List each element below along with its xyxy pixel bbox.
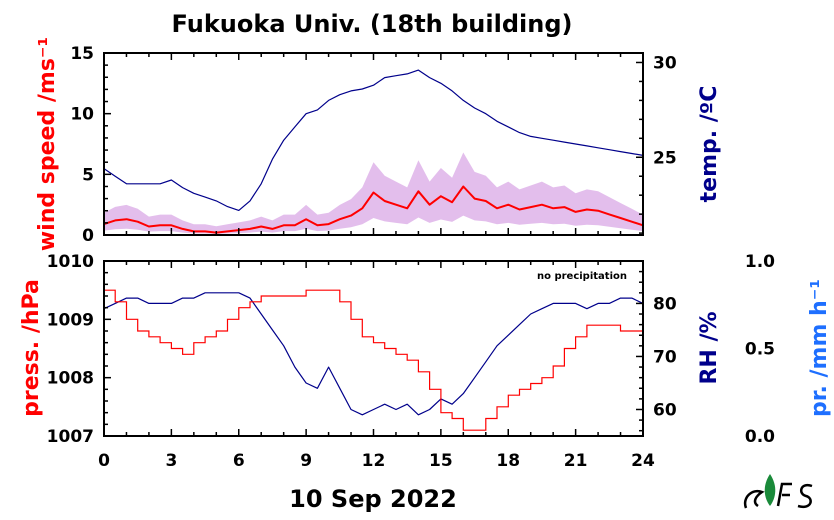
x-tick-label: 18 — [496, 451, 520, 471]
top-panel: 0 5 10 15 25 30 wind speed /ms⁻¹ temp. /ºC — [35, 37, 722, 251]
precip-axis-label: pr. /mm h⁻¹ — [807, 279, 832, 417]
temperature-line — [103, 69, 644, 211]
x-tick-label: 12 — [362, 451, 386, 471]
pressure-axis-label: press. /hPa — [19, 279, 44, 417]
temp-y-tick-label: 25 — [653, 148, 677, 168]
top-x-ticks — [103, 53, 644, 235]
bottom-plot-area — [103, 289, 644, 431]
logo-letters — [776, 482, 813, 509]
logo-leaf-icon — [764, 474, 776, 506]
precip-y-tick-label: 0.0 — [745, 427, 775, 447]
no-precipitation-note: no precipitation — [537, 271, 627, 282]
x-tick-label: 0 — [98, 451, 110, 471]
x-tick-label: 15 — [429, 451, 453, 471]
pressure-y-tick-label: 1007 — [47, 427, 94, 447]
x-tick-labels: 0 3 6 9 12 15 18 21 24 — [98, 451, 655, 471]
precip-y-tick-label: 0.5 — [745, 340, 775, 360]
temp-y-tick-label: 30 — [653, 53, 677, 73]
wind-axis-ticks: 0 5 10 15 — [70, 44, 111, 246]
pressure-line — [104, 289, 644, 431]
pressure-y-tick-label: 1010 — [47, 252, 94, 272]
wind-y-tick-label: 15 — [70, 44, 94, 64]
relative-humidity-line — [103, 292, 644, 416]
rh-y-tick-label: 80 — [653, 294, 677, 314]
precip-axis-ticks: 0.0 0.5 1.0 — [745, 252, 775, 447]
chart-title: Fukuoka Univ. (18th building) — [172, 10, 573, 38]
temp-axis-ticks: 25 30 — [636, 53, 677, 234]
wind-y-tick-label: 0 — [82, 226, 94, 246]
x-tick-label: 3 — [165, 451, 177, 471]
rh-axis-ticks: 60 70 80 — [636, 270, 677, 432]
precip-y-tick-label: 1.0 — [745, 252, 775, 272]
institution-logo — [743, 474, 813, 509]
x-tick-label: 6 — [233, 451, 245, 471]
pressure-y-tick-label: 1009 — [47, 310, 94, 330]
x-tick-label: 9 — [300, 451, 312, 471]
bottom-panel: 1007 1008 1009 1010 60 70 80 0.0 0.5 1.0 no pre… — [19, 252, 832, 447]
rh-y-tick-label: 60 — [653, 400, 677, 420]
date-label: 10 Sep 2022 — [289, 485, 457, 513]
wind-axis-label: wind speed /ms⁻¹ — [35, 37, 60, 251]
x-tick-label: 21 — [564, 451, 588, 471]
top-plot-area — [103, 69, 644, 234]
logo-swirl — [743, 489, 765, 509]
wind-y-tick-label: 5 — [82, 165, 94, 185]
x-tick-label: 24 — [631, 451, 655, 471]
pressure-y-tick-label: 1008 — [47, 369, 94, 389]
rh-axis-label: RH /% — [697, 311, 722, 384]
temp-axis-label: temp. /ºC — [697, 86, 722, 203]
wind-y-tick-label: 10 — [70, 105, 94, 125]
pressure-axis-ticks: 1007 1008 1009 1010 — [47, 252, 111, 447]
rh-y-tick-label: 70 — [653, 347, 677, 367]
